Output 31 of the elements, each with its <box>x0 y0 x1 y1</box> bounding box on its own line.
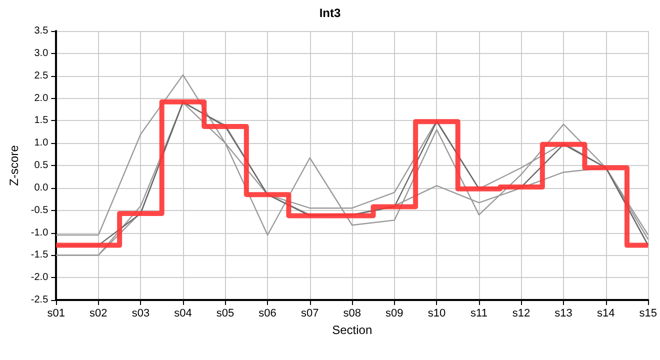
x-tick-label: s10 <box>428 308 446 320</box>
x-tick-label: s15 <box>639 308 658 320</box>
x-tick-label: s01 <box>47 308 66 320</box>
chart-title: Int3 <box>319 6 341 20</box>
x-tick-label: s03 <box>132 308 150 320</box>
x-tick-label: s08 <box>343 308 362 320</box>
x-tick-label: s05 <box>216 308 234 320</box>
y-tick-label: 3.0 <box>34 48 49 59</box>
y-tick-label: -0.5 <box>30 204 49 216</box>
x-tick-label: s04 <box>174 308 192 320</box>
y-tick-label: 1.5 <box>34 115 49 126</box>
x-tick-label: s06 <box>258 308 276 320</box>
x-tick-label: s09 <box>386 308 404 320</box>
x-tick-label: s12 <box>512 308 530 320</box>
x-tick-label: s02 <box>90 308 108 320</box>
y-tick-label: 3.5 <box>34 26 49 36</box>
y-tick-label: 0.0 <box>34 182 49 194</box>
y-axis-title: Z-score <box>7 144 21 186</box>
x-axis-title: Section <box>332 322 372 337</box>
x-tick-label: s07 <box>300 308 319 320</box>
y-tick-label: 1.0 <box>34 138 49 149</box>
x-tick-label: s13 <box>554 308 572 320</box>
y-tick-label: -2.5 <box>30 294 49 306</box>
y-tick-label: -1.5 <box>30 250 49 261</box>
y-tick-label: 2.0 <box>34 92 49 104</box>
y-tick-label: -2.0 <box>30 272 49 284</box>
y-tick-label: 2.5 <box>34 70 49 82</box>
x-tick-label: s14 <box>596 308 615 320</box>
y-tick-label: -1.0 <box>30 227 49 238</box>
y-tick-label: 0.5 <box>34 160 49 171</box>
x-tick-label: s11 <box>470 308 488 320</box>
